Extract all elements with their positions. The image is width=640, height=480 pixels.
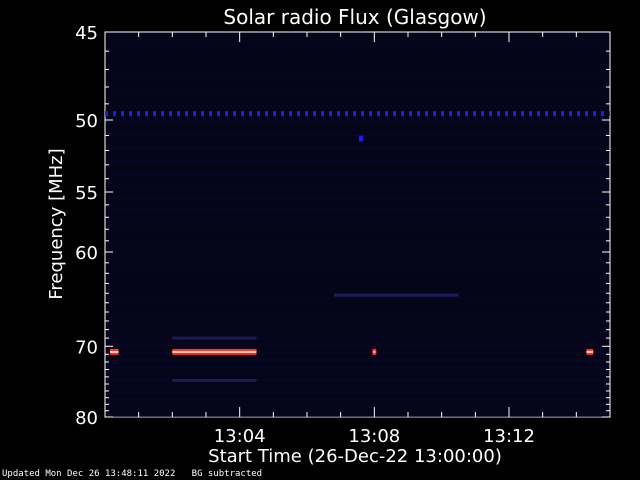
x-tick-label: 13:08 bbox=[348, 426, 400, 447]
noise-row bbox=[106, 90, 609, 93]
signal-dot-mark bbox=[358, 135, 363, 142]
noise-row bbox=[106, 160, 609, 163]
noise-row bbox=[106, 391, 609, 394]
noise-row bbox=[106, 379, 609, 382]
x-tick-label: 13:04 bbox=[214, 426, 266, 447]
burst-band-core bbox=[110, 350, 119, 353]
noise-row bbox=[106, 385, 609, 388]
noise-row bbox=[106, 134, 609, 137]
noise-row bbox=[106, 297, 609, 300]
signal-dot-core bbox=[373, 350, 376, 353]
noise-row bbox=[106, 409, 609, 412]
y-tick-label: 45 bbox=[75, 23, 98, 44]
faint-band bbox=[333, 293, 459, 297]
noise-row bbox=[106, 279, 609, 282]
bg-note: BG subtracted bbox=[191, 469, 263, 479]
noise-row bbox=[106, 337, 609, 340]
noise-row bbox=[106, 305, 609, 308]
noise-row bbox=[106, 358, 609, 361]
y-axis: 45 50 55 60 70 80 bbox=[75, 23, 610, 429]
noise-row bbox=[106, 313, 609, 316]
signal-dot bbox=[372, 348, 377, 355]
x-axis-label: Start Time (26-Dec-22 13:00:00) bbox=[208, 446, 502, 467]
noise-row bbox=[106, 120, 609, 122]
radio-burst-band bbox=[172, 348, 257, 355]
burst-band-core bbox=[172, 350, 257, 353]
noise-row bbox=[106, 365, 609, 368]
x-tick-label: 13:12 bbox=[483, 426, 535, 447]
y-tick-label: 60 bbox=[75, 243, 98, 264]
chart-title: Solar radio Flux (Glasgow) bbox=[223, 5, 486, 29]
y-tick-label: 80 bbox=[75, 408, 98, 429]
noise-row bbox=[106, 260, 609, 263]
radio-burst-band bbox=[586, 348, 594, 355]
signal-dot bbox=[358, 135, 363, 142]
background-noise bbox=[106, 41, 609, 418]
noise-row bbox=[106, 372, 609, 375]
noise-row bbox=[106, 173, 609, 176]
noise-row bbox=[106, 105, 609, 108]
noise-row bbox=[106, 208, 609, 211]
noise-row bbox=[106, 41, 609, 44]
y-tick-label: 70 bbox=[75, 337, 98, 358]
noise-row bbox=[106, 415, 609, 418]
noise-row bbox=[106, 403, 609, 406]
faint-band bbox=[172, 378, 257, 382]
noise-row bbox=[106, 250, 609, 253]
noise-row bbox=[106, 58, 609, 61]
x-axis: 13:04 13:08 13:12 bbox=[138, 32, 577, 447]
footer: Updated Mon Dec 26 13:48:11 2022 BG subt… bbox=[2, 469, 262, 479]
y-axis-label: Frequency [MHz] bbox=[46, 148, 67, 299]
noise-row bbox=[106, 344, 609, 347]
noise-row bbox=[106, 321, 609, 324]
noise-row bbox=[106, 351, 609, 354]
noise-row bbox=[106, 397, 609, 400]
y-tick-label: 50 bbox=[75, 111, 98, 132]
noise-row bbox=[106, 329, 609, 332]
faint-band bbox=[172, 336, 257, 340]
radio-burst-band bbox=[110, 348, 119, 355]
noise-row bbox=[106, 219, 609, 222]
noise-row bbox=[106, 147, 609, 150]
noise-row bbox=[106, 240, 609, 243]
burst-band-core bbox=[586, 350, 594, 353]
noise-row bbox=[106, 185, 609, 188]
noise-row bbox=[106, 197, 609, 200]
signal-features bbox=[105, 111, 610, 382]
updated-timestamp: Updated Mon Dec 26 13:48:11 2022 bbox=[2, 469, 176, 479]
noise-row bbox=[106, 288, 609, 291]
noise-row bbox=[106, 230, 609, 233]
noise-row bbox=[106, 74, 609, 77]
noise-row bbox=[106, 270, 609, 273]
y-tick-label: 55 bbox=[75, 183, 98, 204]
